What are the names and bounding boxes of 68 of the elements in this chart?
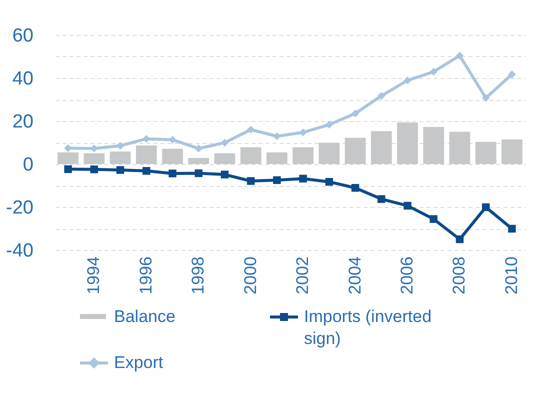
point xyxy=(325,120,334,129)
point xyxy=(90,166,98,174)
point xyxy=(378,92,386,100)
bar xyxy=(214,153,236,164)
x-tick-label: 1996 xyxy=(136,256,156,294)
bar xyxy=(449,132,470,164)
bar xyxy=(344,138,366,164)
y-tick-label: 20 xyxy=(12,112,34,132)
point xyxy=(378,195,386,203)
x-tick-label: 2010 xyxy=(502,256,521,294)
legend-label: Balance xyxy=(114,306,176,328)
point xyxy=(482,203,490,212)
point xyxy=(64,144,72,152)
x-tick-label: 1998 xyxy=(188,256,208,294)
legend-label: Imports (inverted sign) xyxy=(304,306,433,350)
legend-label: Export xyxy=(114,352,164,374)
point xyxy=(508,224,516,233)
bar xyxy=(266,152,288,164)
y-tick-label: 60 xyxy=(12,26,34,46)
point xyxy=(482,94,490,102)
y-tick-label: -20 xyxy=(6,198,34,218)
bar xyxy=(397,122,418,164)
point xyxy=(404,76,412,84)
point xyxy=(299,128,307,136)
bar xyxy=(84,153,105,164)
point xyxy=(194,169,202,178)
point xyxy=(142,167,150,175)
bar xyxy=(502,139,522,164)
point xyxy=(508,70,516,78)
bar xyxy=(370,131,392,164)
point xyxy=(273,132,281,140)
bar xyxy=(188,158,210,164)
point xyxy=(194,144,202,152)
x-tick-label: 2002 xyxy=(293,256,312,294)
point xyxy=(456,235,464,244)
point xyxy=(220,138,229,147)
point xyxy=(456,52,464,60)
bar xyxy=(423,127,444,164)
point xyxy=(430,68,438,76)
point xyxy=(351,184,360,192)
point xyxy=(168,170,176,178)
point xyxy=(64,165,72,174)
point xyxy=(116,166,124,174)
x-tick-label: 1994 xyxy=(84,256,104,294)
bar xyxy=(110,152,131,164)
bar xyxy=(136,146,157,164)
x-tick-label: 2006 xyxy=(398,256,416,294)
bar xyxy=(292,147,314,164)
bar xyxy=(318,142,340,164)
x-tick-label: 2000 xyxy=(240,256,260,294)
y-tick-label: 0 xyxy=(22,154,34,176)
point xyxy=(246,126,255,134)
point xyxy=(404,202,412,210)
bar xyxy=(475,142,496,164)
x-tick-label: 2008 xyxy=(450,256,469,294)
point xyxy=(325,178,334,186)
y-tick-label: 40 xyxy=(12,68,34,90)
point xyxy=(246,177,255,185)
point xyxy=(430,215,438,223)
x-tick-label: 2004 xyxy=(345,256,364,294)
bar xyxy=(58,152,78,164)
point xyxy=(220,170,229,178)
point xyxy=(273,176,281,184)
bar xyxy=(240,147,262,164)
bar xyxy=(162,148,183,164)
point xyxy=(299,174,307,182)
point xyxy=(351,110,360,118)
y-tick-label: -40 xyxy=(6,240,34,262)
